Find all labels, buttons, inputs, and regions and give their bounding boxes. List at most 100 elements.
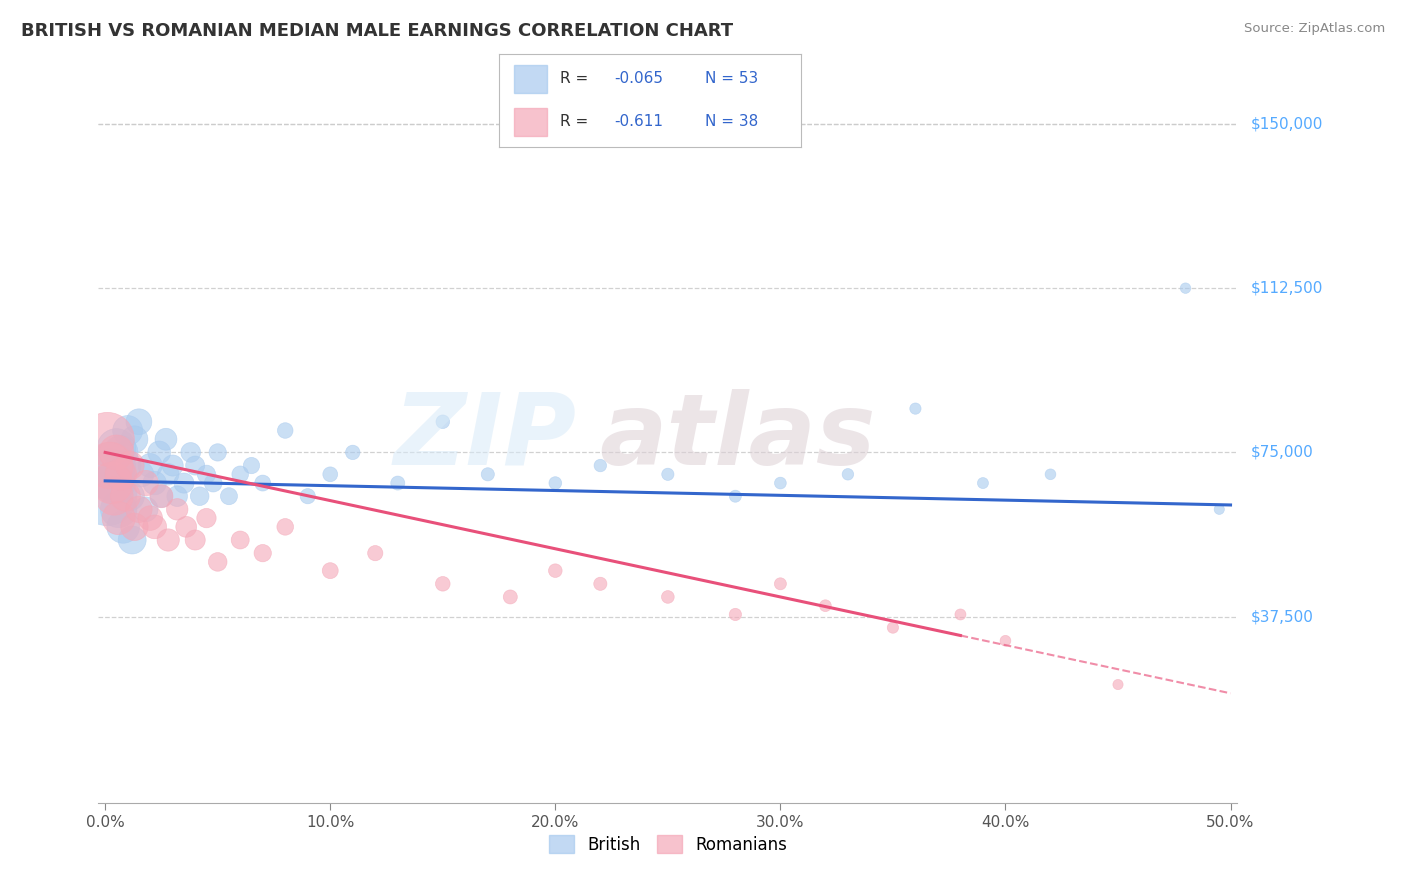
Point [117, 424, 139, 438]
Text: $75,000: $75,000 [1251, 445, 1315, 460]
Point [150, 489, 173, 503]
Point [657, 590, 679, 604]
Point [949, 607, 972, 622]
Text: -0.065: -0.065 [614, 71, 664, 87]
Text: -0.611: -0.611 [614, 114, 664, 129]
Point [110, 467, 132, 482]
Point [207, 555, 229, 569]
Point [174, 520, 197, 534]
Point [112, 520, 135, 534]
Point [129, 467, 152, 482]
Point [252, 546, 274, 560]
Point [837, 467, 859, 482]
Point [432, 415, 454, 429]
Point [139, 458, 162, 473]
Bar [515, 108, 547, 136]
Point [274, 520, 297, 534]
Point [155, 432, 177, 446]
Point [96, 432, 118, 446]
Legend: British, Romanians: British, Romanians [541, 829, 794, 860]
Point [110, 445, 132, 459]
Point [297, 489, 319, 503]
Point [544, 476, 567, 491]
Point [101, 458, 124, 473]
Point [105, 441, 128, 455]
Point [769, 476, 792, 491]
Point [107, 502, 129, 516]
Point [188, 489, 211, 503]
Point [319, 564, 342, 578]
Point [121, 533, 143, 547]
Point [128, 415, 150, 429]
Point [195, 467, 218, 482]
Point [207, 445, 229, 459]
Point [128, 502, 150, 516]
Point [114, 458, 136, 473]
Point [1039, 467, 1062, 482]
Point [96, 489, 118, 503]
Point [814, 599, 837, 613]
Point [218, 489, 240, 503]
Point [882, 621, 904, 635]
Point [114, 489, 136, 503]
Point [143, 476, 166, 491]
Point [240, 458, 263, 473]
Text: Source: ZipAtlas.com: Source: ZipAtlas.com [1244, 22, 1385, 36]
Text: $112,500: $112,500 [1251, 281, 1323, 295]
Point [657, 467, 679, 482]
Point [319, 467, 342, 482]
Text: BRITISH VS ROMANIAN MEDIAN MALE EARNINGS CORRELATION CHART: BRITISH VS ROMANIAN MEDIAN MALE EARNINGS… [21, 22, 733, 40]
Point [162, 458, 184, 473]
Point [135, 502, 157, 516]
Point [477, 467, 499, 482]
Point [118, 489, 141, 503]
Point [364, 546, 387, 560]
Point [103, 489, 125, 503]
Point [150, 489, 173, 503]
Point [124, 432, 146, 446]
Point [229, 533, 252, 547]
Point [432, 576, 454, 591]
Point [544, 564, 567, 578]
Point [143, 520, 166, 534]
Text: R =: R = [560, 71, 588, 87]
Point [724, 607, 747, 622]
Point [173, 476, 195, 491]
Bar [515, 65, 547, 93]
Text: $37,500: $37,500 [1251, 609, 1315, 624]
Point [166, 502, 188, 516]
Point [274, 424, 297, 438]
Point [1208, 502, 1230, 516]
Text: N = 38: N = 38 [704, 114, 758, 129]
Point [101, 476, 124, 491]
Point [184, 458, 207, 473]
Point [229, 467, 252, 482]
Point [904, 401, 927, 416]
Text: ZIP: ZIP [394, 389, 576, 485]
Point [252, 476, 274, 491]
Point [589, 458, 612, 473]
Point [589, 576, 612, 591]
Point [157, 467, 180, 482]
Text: $150,000: $150,000 [1251, 117, 1323, 131]
Text: R =: R = [560, 114, 588, 129]
Point [202, 476, 225, 491]
Point [724, 489, 747, 503]
Point [118, 458, 141, 473]
Point [139, 511, 162, 525]
Point [98, 458, 121, 473]
Point [157, 533, 180, 547]
Point [195, 511, 218, 525]
Point [107, 511, 129, 525]
Point [499, 590, 522, 604]
Point [387, 476, 409, 491]
Point [1107, 677, 1129, 691]
Text: N = 53: N = 53 [704, 71, 758, 87]
Point [769, 576, 792, 591]
Point [342, 445, 364, 459]
Point [105, 445, 128, 459]
Point [166, 489, 188, 503]
Point [1174, 281, 1197, 295]
Point [124, 520, 146, 534]
Point [180, 445, 202, 459]
